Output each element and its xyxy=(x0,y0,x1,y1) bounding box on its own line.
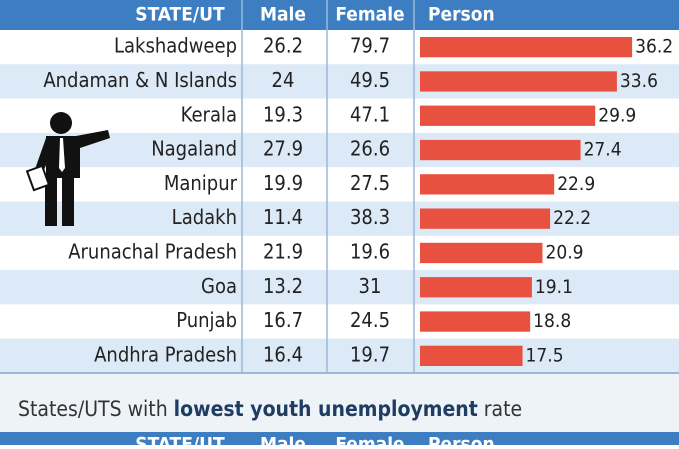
female-value: 19.7 xyxy=(350,342,390,366)
row-band xyxy=(0,167,679,202)
person-value: 36.2 xyxy=(635,36,673,58)
column-header: Male xyxy=(260,4,306,26)
male-value: 19.3 xyxy=(263,102,303,126)
person-value: 27.4 xyxy=(584,139,622,161)
state-label: Ladakh xyxy=(172,205,237,229)
person-bar xyxy=(420,277,532,298)
column-header: Female xyxy=(335,434,404,446)
person-bar xyxy=(420,139,581,161)
subtitle-part: rate xyxy=(478,397,522,421)
female-value: 26.6 xyxy=(350,137,390,161)
person-bar xyxy=(420,71,617,92)
person-value: 22.2 xyxy=(553,207,591,229)
female-value: 38.3 xyxy=(350,205,390,229)
male-value: 16.4 xyxy=(263,342,303,366)
row-band xyxy=(0,201,679,236)
header-band xyxy=(0,0,679,30)
column-header: Person xyxy=(428,4,495,26)
subtitle-part: States/UTS with xyxy=(18,397,174,421)
column-header: STATE/UT xyxy=(135,434,225,446)
male-value: 27.9 xyxy=(263,137,303,161)
state-label: Manipur xyxy=(164,171,238,195)
column-header: Person xyxy=(428,434,495,446)
state-label: Kerala xyxy=(181,102,237,126)
column-header: Male xyxy=(260,434,306,446)
column-header: STATE/UT xyxy=(135,4,225,26)
person-bar xyxy=(420,105,596,126)
second-header-band xyxy=(0,432,679,445)
male-value: 21.9 xyxy=(263,239,303,263)
female-value: 79.7 xyxy=(350,34,390,58)
subtitle: States/UTS with lowest youth unemploymen… xyxy=(18,397,522,421)
subtitle-part: lowest youth unemployment xyxy=(174,397,478,421)
person-value: 17.5 xyxy=(526,344,564,366)
person-bar xyxy=(420,208,551,229)
person-bar xyxy=(420,311,531,332)
female-value: 47.1 xyxy=(350,102,390,126)
person-bar xyxy=(420,345,523,366)
state-label: Andaman & N Islands xyxy=(43,68,237,92)
person-bar xyxy=(420,174,555,195)
state-label: Andhra Pradesh xyxy=(94,342,237,366)
state-label: Punjab xyxy=(176,308,237,332)
person-value: 22.9 xyxy=(557,173,595,195)
male-value: 19.9 xyxy=(263,171,303,195)
row-band xyxy=(0,270,679,305)
state-label: Lakshadweep xyxy=(114,34,237,58)
person-value: 33.6 xyxy=(620,70,658,92)
row-band xyxy=(0,304,679,339)
female-value: 49.5 xyxy=(350,68,390,92)
person-icon xyxy=(25,112,110,226)
row-band xyxy=(0,338,679,373)
column-header: Female xyxy=(335,4,404,26)
person-value: 18.8 xyxy=(533,310,571,332)
female-value: 27.5 xyxy=(350,171,390,195)
person-value: 29.9 xyxy=(598,104,636,126)
person-value: 20.9 xyxy=(545,241,583,263)
state-label: Arunachal Pradesh xyxy=(68,239,237,263)
male-value: 13.2 xyxy=(263,274,303,298)
male-value: 24 xyxy=(272,68,295,92)
person-value: 19.1 xyxy=(535,276,573,298)
person-bar xyxy=(420,37,633,58)
state-label: Nagaland xyxy=(151,137,237,161)
rows: Lakshadweep 26.2 79.7 36.2 Andaman & N Islan… xyxy=(0,0,679,374)
state-label: Goa xyxy=(201,274,237,298)
person-bar xyxy=(420,242,543,264)
row-band xyxy=(0,235,679,271)
male-value: 16.7 xyxy=(263,308,303,332)
female-value: 19.6 xyxy=(350,239,390,263)
female-value: 24.5 xyxy=(350,308,390,332)
female-value: 31 xyxy=(359,274,382,298)
male-value: 11.4 xyxy=(263,205,303,229)
male-value: 26.2 xyxy=(263,34,303,58)
